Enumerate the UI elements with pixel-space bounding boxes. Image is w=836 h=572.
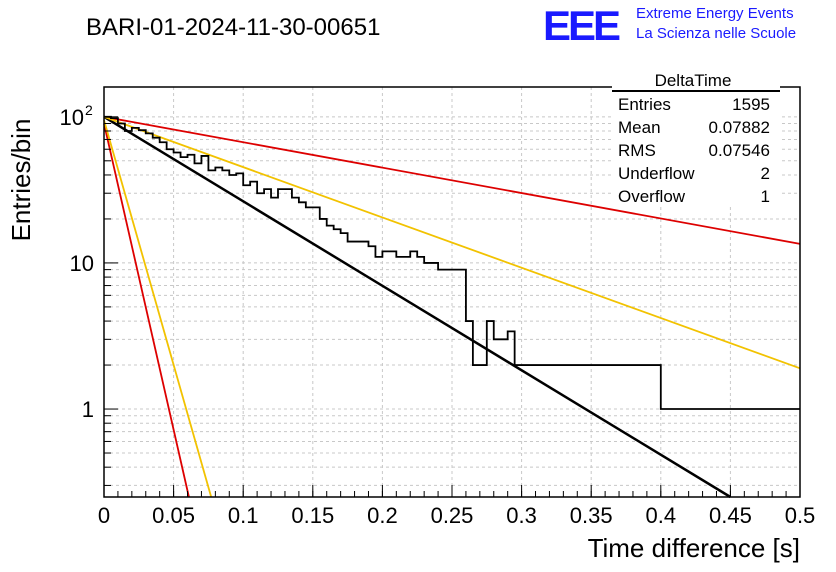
x-tick-label: 0.05 <box>152 503 195 528</box>
histogram <box>104 115 800 410</box>
fit-line-red <box>103 115 801 245</box>
y-tick-label: 10 <box>60 105 84 130</box>
x-axis-label: Time difference [s] <box>588 533 800 563</box>
fit-line-yellow <box>103 115 801 370</box>
x-tick-label: 0.2 <box>367 503 398 528</box>
x-tick-label: 0.4 <box>646 503 677 528</box>
stats-value: 2 <box>761 164 770 183</box>
stats-label: Entries <box>618 95 671 114</box>
fit-line-yellow <box>103 119 213 498</box>
logo-line-1: Extreme Energy Events <box>636 5 794 22</box>
logo-line-2: La Scienza nelle Scuole <box>636 25 796 42</box>
y-axis-label: Entries/bin <box>6 119 36 242</box>
run-title: BARI-01-2024-11-30-00651 <box>86 14 380 41</box>
x-tick-label: 0.1 <box>228 503 259 528</box>
eee-logo-mark: EEE <box>543 2 620 49</box>
x-tick-label: 0.15 <box>291 503 334 528</box>
eee-logo: EEE Extreme Energy Events La Scienza nel… <box>543 2 796 49</box>
stats-rows: Entries 1595 Mean 0.07882 RMS 0.07546 Underflo… <box>618 95 770 206</box>
histogram-outline <box>104 115 800 410</box>
axis-ticks <box>103 116 801 497</box>
stats-value: 0.07882 <box>709 118 770 137</box>
y-tick-label: 1 <box>82 397 94 422</box>
grid-lines <box>104 87 800 497</box>
stats-box-title: DeltaTime <box>655 71 732 90</box>
x-tick-label: 0.25 <box>431 503 474 528</box>
stats-label: RMS <box>618 141 656 160</box>
x-tick-label: 0.35 <box>570 503 613 528</box>
stats-box: DeltaTime Entries 1595 Mean 0.07882 RMS 0.075… <box>612 68 780 206</box>
stats-label: Mean <box>618 118 661 137</box>
x-tick-label: 0.5 <box>785 503 816 528</box>
stats-value: 1595 <box>732 95 770 114</box>
x-tick-label: 0 <box>98 503 110 528</box>
fit-lines <box>103 115 801 499</box>
stats-label: Overflow <box>618 187 686 206</box>
x-tick-label: 0.3 <box>506 503 537 528</box>
x-tick-labels: 0 0.05 0.1 0.15 0.2 0.25 0.3 0.35 0.4 0.45 0.5 <box>98 503 815 528</box>
stats-label: Underflow <box>618 164 695 183</box>
x-tick-label: 0.45 <box>709 503 752 528</box>
y-tick-label-exponent: 2 <box>85 102 93 118</box>
plot-frame <box>103 86 801 498</box>
stats-value: 1 <box>761 187 770 206</box>
fit-line-black <box>103 115 732 499</box>
stats-value: 0.07546 <box>709 141 770 160</box>
fit-line-red <box>103 123 190 498</box>
y-tick-label: 10 <box>70 251 94 276</box>
